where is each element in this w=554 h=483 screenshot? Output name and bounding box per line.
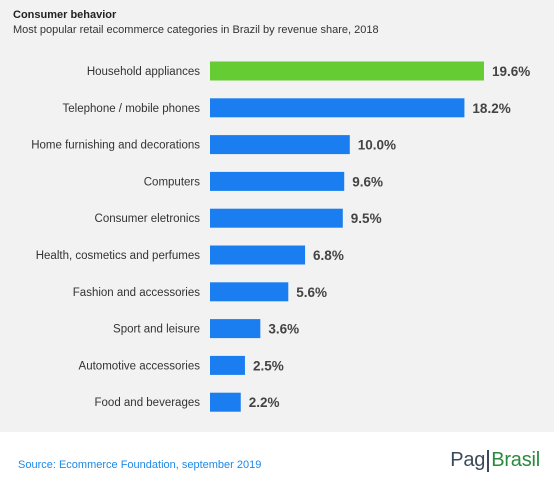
source-note: Source: Ecommerce Foundation, september … <box>18 459 262 471</box>
value-label: 6.8% <box>313 248 344 263</box>
category-label: Consumer eletronics <box>95 213 201 225</box>
category-label: Computers <box>144 176 200 188</box>
value-label: 9.6% <box>352 174 383 189</box>
bar <box>210 98 465 118</box>
category-label: Sport and leisure <box>113 324 200 336</box>
bar <box>210 61 484 81</box>
category-label: Automotive accessories <box>79 360 201 372</box>
bar <box>210 319 261 339</box>
bar <box>210 355 245 375</box>
bar <box>210 282 289 302</box>
bar <box>210 171 345 191</box>
bar <box>210 245 306 265</box>
value-label: 9.5% <box>351 211 382 226</box>
brand-text-pag: Pag <box>450 449 486 471</box>
category-label: Home furnishing and decorations <box>31 140 200 152</box>
bar-chart: Household appliances 19.6% Telephone / mob… <box>31 61 530 412</box>
value-label: 2.5% <box>253 358 284 373</box>
value-label: 19.6% <box>492 64 530 79</box>
bar <box>210 392 241 412</box>
bar <box>210 135 350 155</box>
category-label: Health, cosmetics and perfumes <box>36 250 201 262</box>
category-label: Food and beverages <box>95 397 201 409</box>
value-label: 2.2% <box>249 395 280 410</box>
bar <box>210 208 343 228</box>
brand-separator <box>487 449 490 472</box>
category-label: Household appliances <box>87 66 200 78</box>
chart-panel: Consumer behavior Most popular retail ec… <box>0 0 554 432</box>
value-label: 5.6% <box>296 285 327 300</box>
brand-text-brasil: Brasil <box>491 449 540 471</box>
value-label: 10.0% <box>358 138 396 153</box>
value-label: 3.6% <box>268 322 299 337</box>
category-label: Telephone / mobile phones <box>63 103 201 115</box>
chart-title: Consumer behavior <box>13 9 117 21</box>
chart-subtitle: Most popular retail ecommerce categories… <box>13 24 379 36</box>
value-label: 18.2% <box>472 101 510 116</box>
pagbrasil-logo: Pag Brasil <box>450 449 540 472</box>
category-label: Fashion and accessories <box>73 287 200 299</box>
